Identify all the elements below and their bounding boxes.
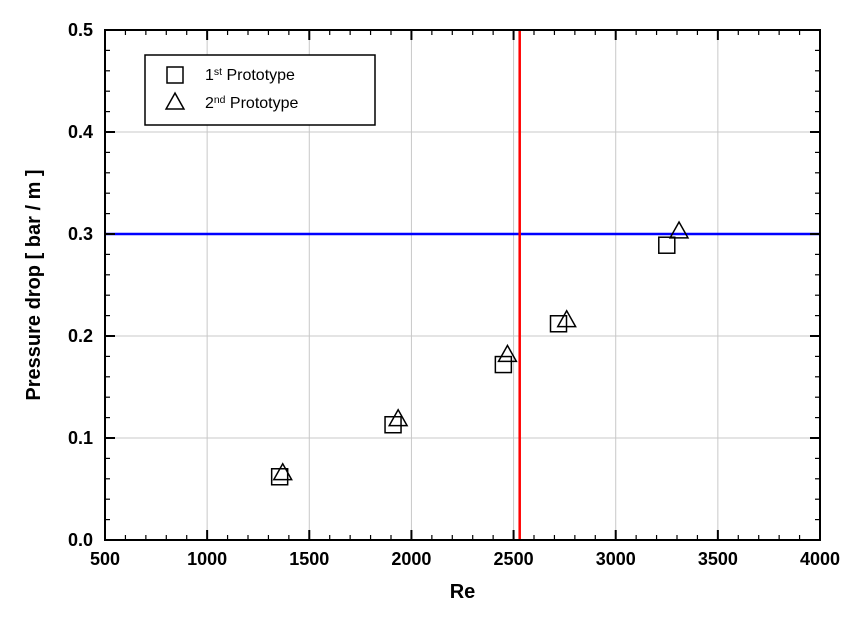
y-tick-label: 0.3 — [68, 224, 93, 244]
x-tick-label: 500 — [90, 549, 120, 569]
x-tick-label: 3500 — [698, 549, 738, 569]
y-axis-label: Pressure drop [ bar / m ] — [23, 169, 45, 400]
y-tick-label: 0.4 — [68, 122, 93, 142]
x-tick-label: 2000 — [391, 549, 431, 569]
chart-container: 500 1000 1500 2000 2500 3000 3500 4000 0.0 0.1 0.2… — [0, 0, 852, 620]
y-tick-label: 0.5 — [68, 20, 93, 40]
x-axis-label: Re — [450, 581, 476, 603]
y-tick-label: 0.0 — [68, 530, 93, 550]
x-tick-label: 1000 — [187, 549, 227, 569]
x-tick-label: 3000 — [596, 549, 636, 569]
x-tick-label: 4000 — [800, 549, 840, 569]
legend-box — [145, 55, 375, 125]
x-tick-label: 1500 — [289, 549, 329, 569]
y-tick-label: 0.2 — [68, 326, 93, 346]
scatter-chart: 500 1000 1500 2000 2500 3000 3500 4000 0.0 0.1 0.2… — [0, 0, 852, 620]
x-tick-label: 2500 — [494, 549, 534, 569]
y-tick-label: 0.1 — [68, 428, 93, 448]
